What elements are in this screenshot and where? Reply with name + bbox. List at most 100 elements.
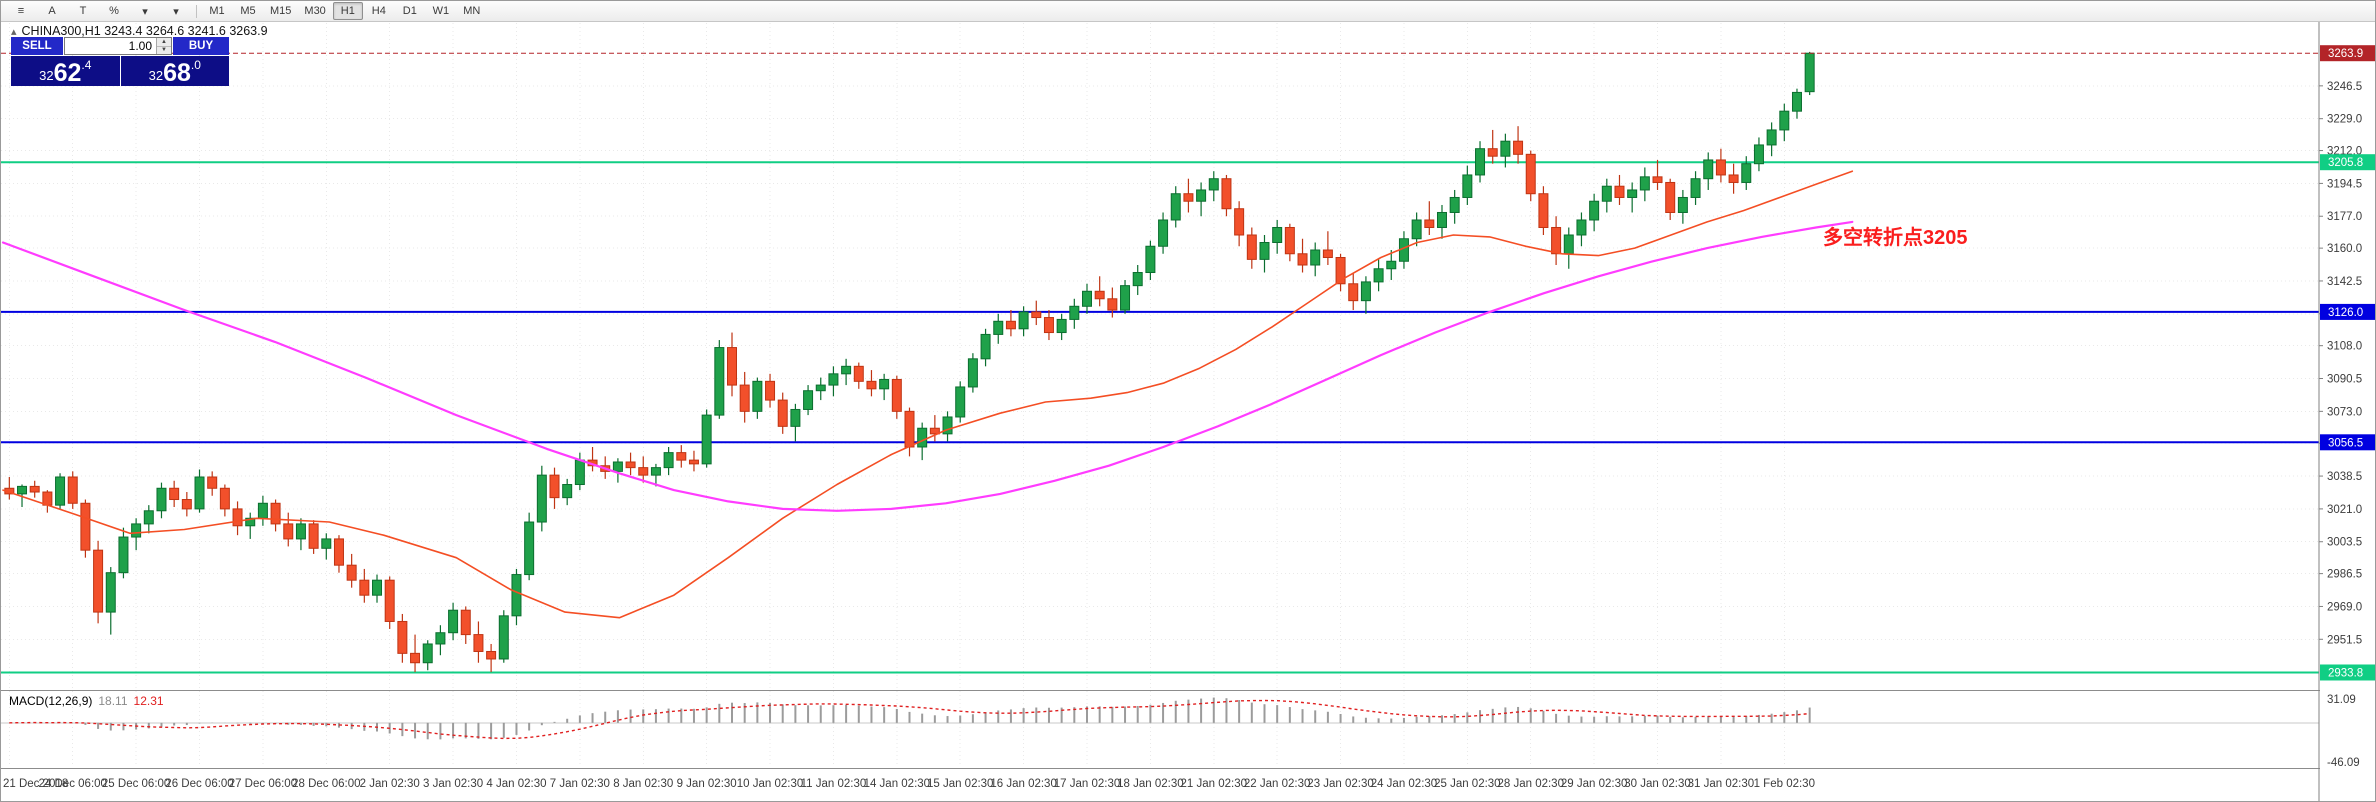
svg-text:3073.0: 3073.0 — [2327, 406, 2362, 418]
chart-annotation-text[interactable]: 多空转折点3205 — [1823, 227, 1968, 249]
sell-button[interactable]: SELL — [11, 37, 63, 55]
svg-text:30 Jan 02:30: 30 Jan 02:30 — [1624, 778, 1691, 790]
timeframe-m1-button[interactable]: M1 — [209, 5, 225, 17]
timeframe-m15-button[interactable]: M15 — [270, 5, 292, 17]
svg-text:8 Jan 02:30: 8 Jan 02:30 — [613, 778, 673, 790]
svg-text:4 Jan 02:30: 4 Jan 02:30 — [486, 778, 546, 790]
price-axis: 3246.53229.03212.03194.53177.03160.03142… — [2318, 21, 2376, 801]
svg-text:27 Dec 06:00: 27 Dec 06:00 — [229, 778, 297, 790]
ohlc-info-text: CHINA300,H1 3243.4 3264.6 3241.6 3263.9 — [21, 24, 268, 38]
timeframe-d1-button[interactable]: D1 — [402, 5, 417, 17]
price-level-label[interactable]: 3126.0 — [2320, 303, 2376, 320]
chart-menu-button[interactable]: ≡ — [17, 5, 25, 17]
one-click-buttons-row: SELL 1.00 ▲ ▼ BUY — [11, 37, 229, 55]
svg-text:31.09: 31.09 — [2327, 694, 2356, 706]
svg-text:14 Jan 02:30: 14 Jan 02:30 — [864, 778, 931, 790]
percent-scale-button[interactable]: % — [109, 5, 119, 17]
svg-text:3108.0: 3108.0 — [2327, 341, 2362, 353]
svg-text:15 Jan 02:30: 15 Jan 02:30 — [927, 778, 994, 790]
candles-layer — [4, 51, 1815, 673]
volume-field[interactable]: 1.00 ▲ ▼ — [64, 37, 172, 55]
svg-text:1 Feb 02:30: 1 Feb 02:30 — [1754, 778, 1815, 790]
ma-slow-line — [1, 220, 1854, 512]
text-tool-button[interactable]: T — [79, 5, 87, 17]
one-click-toggle-icon[interactable]: ▴ — [11, 26, 17, 38]
svg-text:31 Jan 02:30: 31 Jan 02:30 — [1688, 778, 1755, 790]
svg-text:21 Dec 2018: 21 Dec 2018 — [3, 778, 68, 790]
macd-name: MACD(12,26,9) — [9, 694, 93, 708]
volume-increase-button[interactable]: ▲ — [157, 38, 171, 47]
svg-text:3090.5: 3090.5 — [2327, 374, 2362, 386]
svg-text:-46.09: -46.09 — [2327, 757, 2360, 769]
volume-spinner: ▲ ▼ — [156, 38, 171, 54]
svg-text:21 Jan 02:30: 21 Jan 02:30 — [1181, 778, 1248, 790]
svg-text:25 Jan 02:30: 25 Jan 02:30 — [1434, 778, 1501, 790]
one-click-prices-row: 32 62.4 32 68.0 — [11, 56, 229, 86]
svg-text:7 Jan 02:30: 7 Jan 02:30 — [550, 778, 610, 790]
svg-text:25 Dec 06:00: 25 Dec 06:00 — [102, 778, 170, 790]
svg-text:3160.0: 3160.0 — [2327, 243, 2362, 255]
templates-dropdown-button[interactable]: ▾ — [173, 5, 179, 18]
horizontal-level-lines[interactable] — [1, 161, 2319, 674]
sell-price-panel[interactable]: 32 62.4 — [11, 56, 120, 86]
sell-price-suffix: .4 — [81, 58, 92, 72]
svg-text:9 Jan 02:30: 9 Jan 02:30 — [677, 778, 737, 790]
price-level-label[interactable]: 3263.9 — [2320, 45, 2376, 62]
macd-indicator-label: MACD(12,26,9) 18.11 12.31 — [9, 694, 164, 708]
svg-text:3003.5: 3003.5 — [2327, 537, 2362, 549]
chart-info-line: ▴ CHINA300,H1 3243.4 3264.6 3241.6 3263.9 — [11, 24, 268, 38]
indicators-dropdown-button[interactable]: ▾ — [142, 5, 148, 18]
timeframe-h4-button[interactable]: H4 — [371, 5, 386, 17]
macd-signal-value: 12.31 — [133, 694, 164, 708]
svg-text:2 Jan 02:30: 2 Jan 02:30 — [360, 778, 420, 790]
svg-text:11 Jan 02:30: 11 Jan 02:30 — [801, 778, 867, 790]
buy-price-panel[interactable]: 32 68.0 — [120, 56, 229, 87]
svg-text:2969.0: 2969.0 — [2327, 601, 2362, 613]
svg-text:3021.0: 3021.0 — [2327, 504, 2362, 516]
svg-text:24 Dec 06:00: 24 Dec 06:00 — [39, 778, 107, 790]
timeframe-w1-button[interactable]: W1 — [432, 5, 450, 17]
svg-text:3177.0: 3177.0 — [2327, 211, 2362, 223]
price-level-label[interactable]: 3205.8 — [2320, 154, 2376, 171]
svg-text:10 Jan 02:30: 10 Jan 02:30 — [737, 778, 804, 790]
svg-text:28 Jan 02:30: 28 Jan 02:30 — [1497, 778, 1564, 790]
price-level-label[interactable]: 3056.5 — [2320, 434, 2376, 451]
timeframe-h1-button[interactable]: H1 — [332, 2, 363, 20]
svg-text:2933.8: 2933.8 — [2328, 667, 2363, 679]
svg-text:26 Dec 06:00: 26 Dec 06:00 — [165, 778, 233, 790]
buy-price-big-digits: 68 — [163, 58, 191, 87]
svg-text:29 Jan 02:30: 29 Jan 02:30 — [1561, 778, 1628, 790]
volume-decrease-button[interactable]: ▼ — [157, 46, 171, 54]
svg-text:3263.9: 3263.9 — [2328, 48, 2363, 60]
svg-text:3038.5: 3038.5 — [2327, 471, 2362, 483]
svg-text:3126.0: 3126.0 — [2328, 307, 2363, 319]
svg-text:18 Jan 02:30: 18 Jan 02:30 — [1117, 778, 1184, 790]
svg-text:3 Jan 02:30: 3 Jan 02:30 — [423, 778, 483, 790]
sell-price-big-digits: 62 — [53, 58, 82, 87]
toolbar-separator — [196, 4, 197, 18]
timeframe-mn-button[interactable]: MN — [463, 5, 481, 17]
volume-value[interactable]: 1.00 — [128, 39, 152, 53]
svg-text:3246.5: 3246.5 — [2327, 81, 2362, 93]
timeframe-m30-button[interactable]: M30 — [304, 5, 326, 17]
svg-text:3056.5: 3056.5 — [2328, 437, 2363, 449]
buy-button[interactable]: BUY — [173, 37, 229, 55]
font-tool-button[interactable]: A — [48, 5, 56, 17]
svg-text:3229.0: 3229.0 — [2327, 114, 2362, 126]
buy-price-suffix: .0 — [190, 58, 201, 72]
svg-text:2986.5: 2986.5 — [2327, 569, 2362, 581]
svg-text:3205.8: 3205.8 — [2328, 157, 2363, 169]
svg-text:24 Jan 02:30: 24 Jan 02:30 — [1371, 778, 1438, 790]
svg-text:23 Jan 02:30: 23 Jan 02:30 — [1307, 778, 1374, 790]
svg-text:28 Dec 06:00: 28 Dec 06:00 — [292, 778, 360, 790]
svg-text:16 Jan 02:30: 16 Jan 02:30 — [990, 778, 1057, 790]
price-level-label[interactable]: 2933.8 — [2320, 664, 2376, 681]
timeframe-m5-button[interactable]: M5 — [240, 5, 256, 17]
svg-text:22 Jan 02:30: 22 Jan 02:30 — [1244, 778, 1311, 790]
macd-signal-line — [9, 699, 1810, 740]
macd-main-value: 18.11 — [98, 694, 128, 708]
one-click-trading-panel: SELL 1.00 ▲ ▼ BUY 32 62.4 32 68.0 — [11, 37, 229, 86]
